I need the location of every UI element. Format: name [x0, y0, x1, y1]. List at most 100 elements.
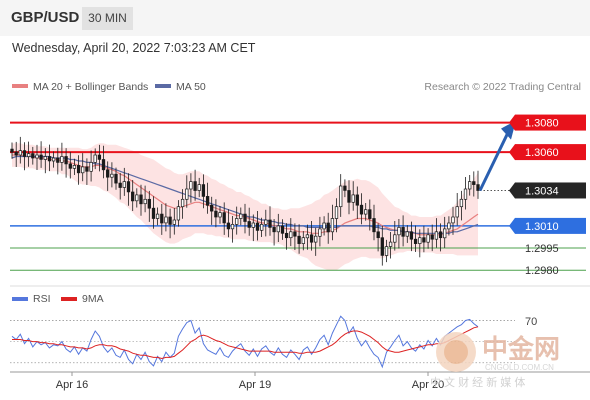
candle [268, 206, 272, 236]
candle [164, 203, 168, 232]
candle [64, 148, 68, 178]
candle [201, 174, 206, 209]
candle-body [334, 206, 339, 219]
level-tag-1.3060: 1.3060 [509, 144, 586, 161]
rsi-ma-line [12, 326, 479, 360]
candle-body [322, 222, 326, 230]
candle [451, 206, 455, 235]
candle [314, 227, 318, 256]
watermark-brand: 中金网 [482, 334, 560, 364]
candle-body [284, 232, 289, 239]
candle [455, 193, 459, 226]
candle [131, 180, 135, 211]
level-label-1.3080: 1.3080 [525, 118, 559, 130]
candle-body [122, 181, 126, 188]
candle-body [276, 225, 280, 233]
candle [409, 221, 414, 252]
candle-body [76, 165, 81, 174]
candle-body [143, 198, 147, 205]
candle [226, 209, 231, 238]
candle-body [168, 216, 172, 225]
candle-body [318, 228, 322, 237]
candle-body [35, 154, 39, 159]
candle [89, 150, 93, 182]
candle-body [438, 231, 443, 239]
x-axis-label: Apr 20 [412, 379, 444, 391]
candle-body [151, 207, 156, 219]
candle-body [193, 181, 197, 191]
candle [293, 223, 297, 250]
candle [126, 173, 131, 206]
candle-body [89, 162, 93, 172]
candle [272, 219, 276, 246]
candle-body [297, 235, 301, 244]
candle [264, 209, 268, 237]
candle-body [210, 204, 214, 212]
candle [318, 216, 322, 247]
candle [418, 229, 422, 258]
candle [372, 204, 376, 241]
candle-body [355, 194, 359, 206]
candle [364, 203, 368, 221]
candle-body [459, 198, 464, 208]
watermark-slogan: 中 文 财 经 新 媒 体 [430, 375, 525, 389]
candle-body [405, 231, 409, 237]
candle [118, 172, 122, 200]
candle [339, 174, 343, 217]
level-box-pointer [509, 144, 515, 161]
candle-body [110, 173, 114, 178]
candle [393, 221, 397, 251]
candle [438, 223, 443, 252]
candle [405, 225, 409, 243]
level-tag-1.3080: 1.3080 [509, 114, 586, 131]
candle-body [343, 185, 347, 191]
candle [447, 216, 451, 236]
credit-label: Research © 2022 Trading Central [424, 81, 581, 93]
candle [93, 148, 97, 170]
candle [463, 177, 468, 210]
timeframe-button[interactable]: 30 MIN [82, 7, 133, 30]
candle [472, 171, 476, 197]
candle-body [359, 204, 364, 215]
candle-body [413, 238, 418, 244]
projection [478, 120, 516, 192]
candle-body [268, 219, 272, 228]
candle [230, 216, 235, 243]
candle [330, 204, 335, 241]
candle-body [401, 227, 405, 237]
candle-body [72, 165, 77, 169]
candle-body [384, 246, 389, 256]
candle-body [430, 234, 434, 240]
candle [297, 224, 301, 254]
candle-body [60, 156, 64, 163]
candle-body [280, 225, 285, 234]
candle-body [160, 213, 164, 224]
candle-body [218, 212, 222, 218]
candle [347, 180, 351, 215]
level-box-pointer [509, 217, 515, 234]
candle [468, 175, 472, 196]
candle-body [197, 184, 201, 191]
candle [322, 216, 326, 236]
candle-body [135, 194, 139, 202]
candle-body [380, 237, 384, 256]
candle-body [388, 241, 393, 247]
candle [143, 185, 147, 213]
level-label-1.2980: 1.2980 [525, 265, 559, 277]
candle-body [330, 218, 335, 233]
candle [155, 207, 160, 226]
candle [151, 196, 156, 229]
candle [122, 167, 126, 196]
candle [18, 136, 22, 164]
candle [114, 167, 118, 190]
level-label-1.2995: 1.2995 [525, 243, 559, 255]
rsi-legend-swatch [12, 297, 28, 301]
candle [289, 218, 293, 247]
candle-body [185, 188, 189, 200]
candle-body [147, 198, 151, 209]
candle-body [222, 212, 226, 224]
candle-body [180, 198, 185, 208]
candle [76, 155, 81, 185]
level-box-1.3080 [515, 114, 586, 131]
ma50-legend-swatch [155, 84, 171, 88]
